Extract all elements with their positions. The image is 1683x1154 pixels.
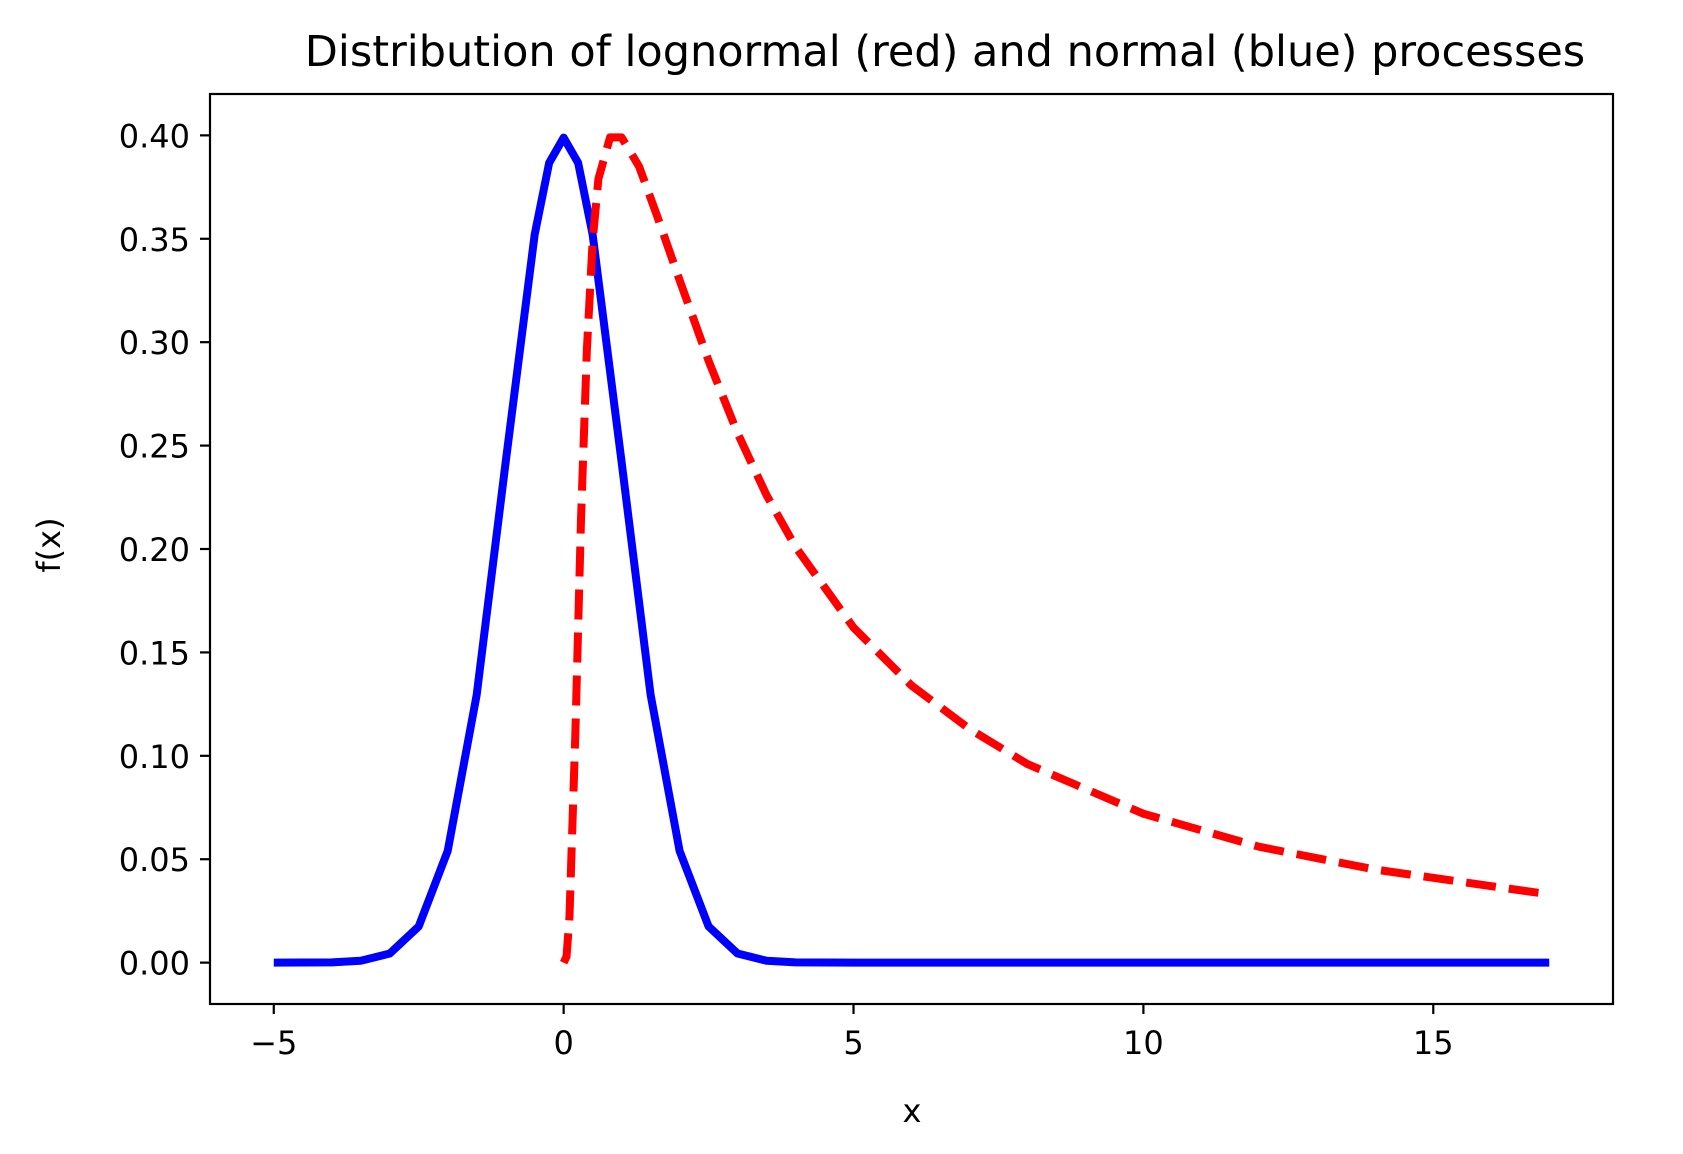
x-tick-label: 5 <box>843 1024 863 1062</box>
y-tick-label: 0.10 <box>119 738 190 776</box>
x-tick-label: 15 <box>1413 1024 1454 1062</box>
y-tick-label: 0.00 <box>119 945 190 983</box>
series-line-1 <box>560 133 1550 965</box>
x-tick-label: 0 <box>553 1024 573 1062</box>
y-tick-label: 0.25 <box>119 428 190 466</box>
y-axis-label: f(x) <box>30 517 68 572</box>
x-tick-label: 10 <box>1123 1024 1164 1062</box>
y-tick-label: 0.30 <box>119 324 190 362</box>
x-axis: −5 0 5 10 15 <box>250 1004 1454 1062</box>
y-axis: 0.00 0.05 0.10 0.15 0.20 0.25 0.30 0.35 0.40 <box>119 117 210 983</box>
series-layer <box>273 133 1550 967</box>
y-tick-label: 0.35 <box>119 221 190 259</box>
chart-title: Distribution of lognormal (red) and norm… <box>305 27 1585 77</box>
y-tick-label: 0.40 <box>119 117 190 155</box>
y-tick-label: 0.05 <box>119 841 190 879</box>
x-tick-label: −5 <box>250 1024 297 1062</box>
series-line-0 <box>273 133 1550 967</box>
y-tick-label: 0.15 <box>119 634 190 672</box>
x-axis-label: x <box>903 1092 922 1130</box>
y-tick-label: 0.20 <box>119 531 190 569</box>
plot-frame <box>208 92 1615 1006</box>
